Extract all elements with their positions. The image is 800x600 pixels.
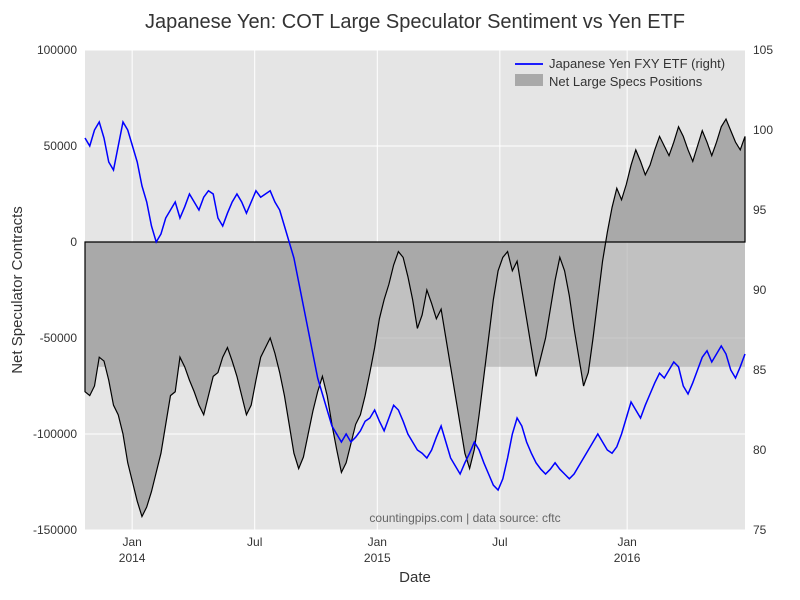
ytick-left: -100000 bbox=[33, 427, 77, 441]
xtick-year: 2014 bbox=[119, 551, 146, 565]
legend-label: Net Large Specs Positions bbox=[549, 74, 703, 89]
xtick-month: Jul bbox=[247, 535, 262, 549]
xtick-year: 2016 bbox=[614, 551, 641, 565]
xtick-month: Jan bbox=[617, 535, 636, 549]
legend-label: Japanese Yen FXY ETF (right) bbox=[549, 56, 725, 71]
chart-container: -150000 -100000 -50000 0 50000 100000 75 80 85 90… bbox=[0, 0, 800, 600]
ytick-left: 50000 bbox=[44, 139, 78, 153]
ytick-right: 95 bbox=[753, 203, 767, 217]
caption: countingpips.com | data source: cftc bbox=[369, 511, 560, 525]
ytick-left: 100000 bbox=[37, 43, 77, 57]
xtick-month: Jul bbox=[492, 535, 507, 549]
ytick-right: 90 bbox=[753, 283, 767, 297]
xtick-month: Jan bbox=[368, 535, 387, 549]
xlabel: Date bbox=[399, 569, 431, 586]
ytick-right: 100 bbox=[753, 123, 773, 137]
chart-title: Japanese Yen: COT Large Speculator Senti… bbox=[145, 11, 685, 33]
ytick-left: 0 bbox=[70, 235, 77, 249]
ytick-right: 105 bbox=[753, 43, 773, 57]
ytick-left: -50000 bbox=[40, 331, 78, 345]
ytick-right: 80 bbox=[753, 443, 767, 457]
ytick-left: -150000 bbox=[33, 523, 77, 537]
ytick-right: 75 bbox=[753, 523, 767, 537]
xtick-year: 2015 bbox=[364, 551, 391, 565]
xtick-month: Jan bbox=[122, 535, 141, 549]
legend-swatch-area bbox=[515, 74, 543, 86]
ylabel-left: Net Speculator Contracts bbox=[9, 206, 26, 374]
ytick-right: 85 bbox=[753, 363, 767, 377]
